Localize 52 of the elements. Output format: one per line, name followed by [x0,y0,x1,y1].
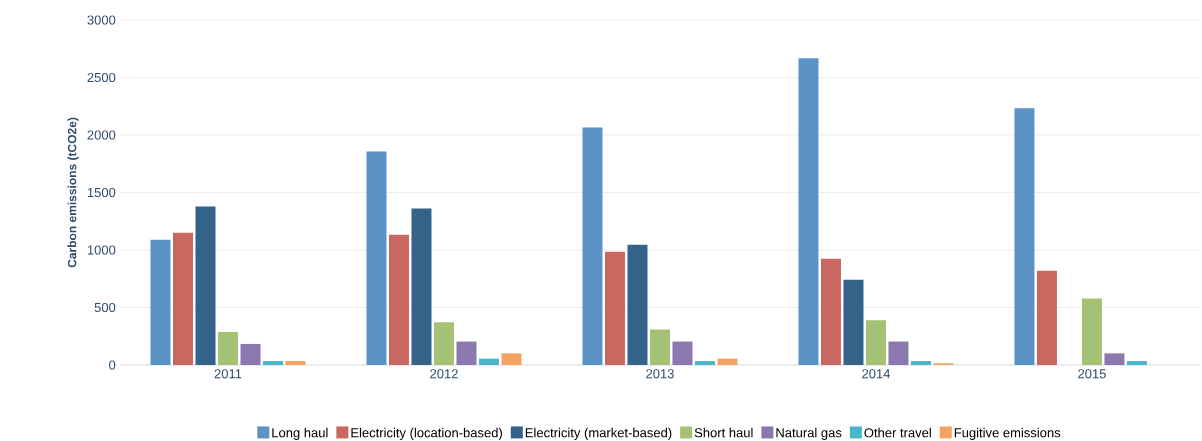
bar [366,151,387,365]
bar [1014,108,1035,365]
y-tick-label: 2000 [87,130,116,140]
bar [582,127,603,365]
bar [888,341,909,365]
bar [456,341,477,365]
bar [218,331,239,365]
x-tick-label: 2014 [862,369,891,379]
x-tick-label: 2012 [430,369,458,379]
legend-label: Electricity (market-based) [525,427,672,440]
bar [649,329,670,365]
x-tick-label: 2015 [1078,369,1106,379]
x-tick-label: 2013 [646,369,674,379]
bar [173,232,194,365]
bar [150,239,171,365]
bar [411,208,432,365]
bar [843,279,864,365]
bar [263,361,284,365]
y-tick-label: 2500 [87,72,116,83]
bar [285,361,306,365]
legend-label: Natural gas [776,427,842,440]
x-tick-label: 2011 [214,369,242,379]
bar [820,258,841,365]
bar [388,234,409,365]
bar [501,353,522,365]
bar [604,251,625,365]
bar [910,361,931,365]
bar [694,361,715,365]
bar [1104,353,1125,365]
bar [433,322,454,365]
y-tick-label: 0 [109,360,116,370]
bar [798,58,819,365]
y-tick-label: 500 [94,302,116,313]
bar [478,358,499,365]
bar [1081,298,1102,365]
legend-label: Long haul [272,427,328,440]
bar [195,206,216,365]
legend-label: Fugitive emissions [954,427,1061,440]
bar [1126,361,1147,365]
bar [865,320,886,365]
bar [1036,270,1057,365]
bar [627,244,648,365]
y-tick-label: 1000 [87,245,116,255]
y-axis-title: Carbon emissions (tCO2e) [67,117,79,268]
bar [240,343,261,365]
bar [672,341,693,365]
legend-label: Other travel [864,427,931,438]
bar [717,358,738,365]
legend-label: Electricity (location-based) [351,427,502,440]
legend-label: Short haul [694,427,753,438]
y-tick-label: 1500 [87,187,116,198]
y-tick-label: 3000 [87,15,116,25]
